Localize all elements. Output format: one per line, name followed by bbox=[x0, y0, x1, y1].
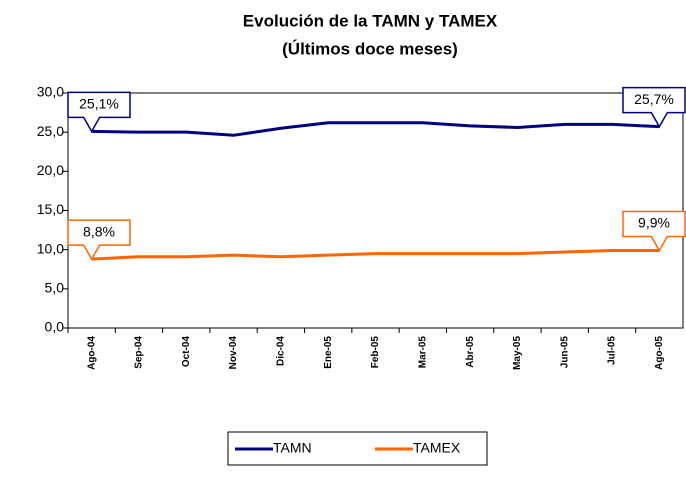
legend-label: TAMN bbox=[273, 440, 312, 456]
y-tick-label: 15,0 bbox=[37, 201, 64, 217]
x-tick-label: Oct-04 bbox=[181, 336, 192, 368]
x-tick-label: Dic-04 bbox=[276, 336, 287, 366]
callout bbox=[622, 86, 686, 129]
x-tick-label: Sep-04 bbox=[134, 336, 145, 369]
chart-title: Evolución de la TAMN y TAMEX bbox=[243, 11, 498, 30]
data-label: 25,7% bbox=[634, 91, 674, 107]
y-tick-label: 5,0 bbox=[45, 280, 65, 296]
x-tick-label: Ago-05 bbox=[654, 336, 665, 370]
data-label: 9,9% bbox=[638, 215, 670, 231]
x-tick-label: Ago-04 bbox=[86, 336, 97, 370]
x-tick-label: Jul-05 bbox=[607, 336, 618, 365]
x-tick-label: May-05 bbox=[512, 336, 523, 370]
legend-label: TAMEX bbox=[413, 440, 461, 456]
callout bbox=[67, 219, 131, 261]
x-tick-label: Jun-05 bbox=[559, 336, 570, 369]
y-tick-label: 10,0 bbox=[37, 240, 64, 256]
chart-subtitle: (Últimos doce meses) bbox=[282, 39, 458, 58]
series-line bbox=[91, 121, 660, 137]
series-line bbox=[91, 248, 660, 261]
y-tick-label: 25,0 bbox=[37, 123, 64, 139]
callout bbox=[622, 210, 686, 252]
y-tick-label: 20,0 bbox=[37, 162, 64, 178]
y-tick-label: 0,0 bbox=[45, 319, 65, 335]
x-tick-label: Nov-04 bbox=[228, 336, 239, 370]
callout bbox=[67, 91, 131, 133]
data-label: 8,8% bbox=[83, 223, 115, 239]
y-tick-label: 30,0 bbox=[37, 84, 64, 100]
x-tick-label: Mar-05 bbox=[417, 336, 428, 369]
x-tick-label: Abr-05 bbox=[465, 336, 476, 368]
x-tick-label: Ene-05 bbox=[323, 336, 334, 369]
data-label: 25,1% bbox=[79, 96, 119, 112]
x-tick-label: Feb-05 bbox=[370, 336, 381, 369]
